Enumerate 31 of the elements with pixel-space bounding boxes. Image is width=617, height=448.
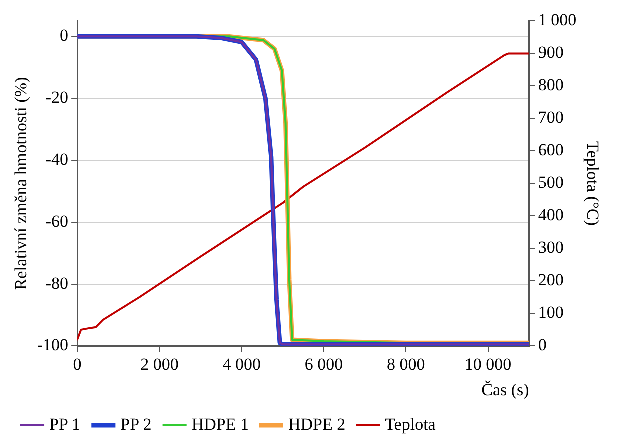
x-tick-label: 6 000 <box>304 354 344 374</box>
x-tick-label: 4 000 <box>222 354 261 374</box>
y2-tick-label: 1 000 <box>538 10 577 30</box>
legend-label: PP 2 <box>120 414 152 434</box>
y2-tick-label: 200 <box>538 270 564 290</box>
x-tick-label: 0 <box>73 354 82 374</box>
y-tick-label: -60 <box>46 212 69 231</box>
legend-label: Teplota <box>385 414 436 434</box>
y2-tick-label: 0 <box>538 336 547 355</box>
x-axis-title: Čas (s) <box>482 380 530 400</box>
y2-axis-title: Teplota (°C) <box>583 141 602 226</box>
y2-tick-label: 800 <box>538 76 564 95</box>
legend-label: PP 1 <box>50 414 81 434</box>
x-tick-label: 10 000 <box>464 354 512 374</box>
y-axis-title: Relativní změna hmotnosti (%) <box>12 77 31 290</box>
y2-tick-label: 100 <box>538 303 564 322</box>
y2-tick-label: 900 <box>538 43 564 62</box>
y2-tick-label: 500 <box>538 173 564 192</box>
x-tick-label: 8 000 <box>387 354 426 374</box>
y2-tick-label: 400 <box>538 206 564 225</box>
y-tick-label: -20 <box>46 88 69 108</box>
legend-label: HDPE 1 <box>192 414 249 434</box>
y2-tick-label: 300 <box>538 238 564 258</box>
y-tick-label: -80 <box>46 274 69 293</box>
y-tick-label: -40 <box>46 150 69 169</box>
y2-tick-label: 600 <box>538 140 564 160</box>
y-tick-label: 0 <box>60 26 69 46</box>
legend-label: HDPE 2 <box>288 414 346 434</box>
x-tick-label: 2 000 <box>140 354 179 374</box>
y-tick-label: -100 <box>37 336 69 355</box>
y2-tick-label: 700 <box>538 108 564 128</box>
